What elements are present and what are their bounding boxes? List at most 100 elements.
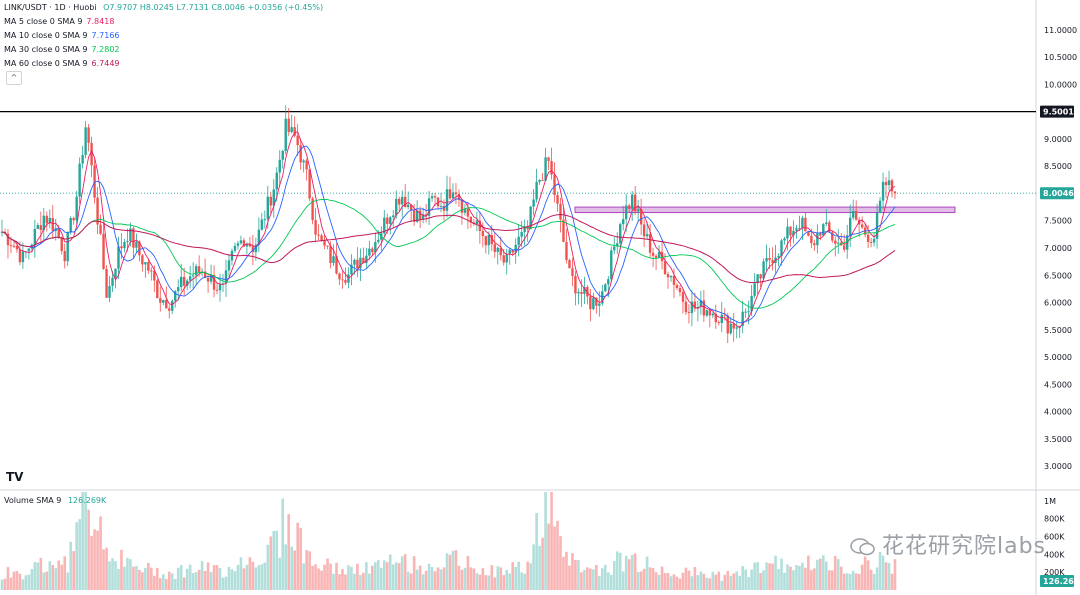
volume-bar — [478, 574, 482, 590]
volume-bar — [123, 566, 126, 590]
candle-body — [221, 283, 225, 285]
candle-body — [368, 248, 371, 256]
volume-bar — [203, 570, 207, 590]
candle-body — [517, 236, 520, 245]
volume-bar — [87, 509, 90, 590]
candle-body — [144, 262, 147, 265]
candle-body — [625, 205, 628, 220]
volume-bar — [565, 551, 568, 590]
volume-bar — [281, 498, 285, 590]
candle-body — [460, 199, 464, 213]
indicator-row[interactable]: MA 30 close 0 SMA 9 7.2802 — [4, 45, 124, 54]
candle-body — [120, 246, 123, 249]
candle-body — [311, 198, 314, 221]
volume-bar — [816, 559, 819, 590]
volume-bar — [344, 574, 347, 590]
candle-body — [36, 225, 40, 229]
candle-body — [804, 217, 807, 232]
volume-bar — [571, 553, 574, 590]
candle-body — [663, 261, 667, 275]
candle-body — [317, 234, 320, 236]
candle-body — [123, 242, 126, 249]
volume-tick-label: 800K — [1044, 515, 1065, 524]
candle-body — [401, 196, 404, 205]
candle-body — [693, 301, 697, 309]
indicator-value: 7.8418 — [86, 17, 115, 26]
volume-bar — [562, 556, 565, 590]
volume-bar — [481, 568, 485, 590]
volume-bar — [254, 567, 258, 590]
volume-bar — [320, 570, 323, 590]
candle-body — [795, 228, 798, 231]
candle-body — [457, 194, 461, 200]
volume-bar — [296, 522, 299, 590]
volume-bar — [606, 572, 610, 590]
volume-bar — [696, 575, 700, 590]
candle-body — [257, 229, 261, 245]
volume-bar — [514, 566, 517, 590]
indicator-row[interactable]: MA 60 close 0 SMA 9 6.7449 — [4, 59, 124, 68]
volume-bar — [636, 571, 640, 590]
volume-bar — [747, 577, 750, 590]
candle-body — [188, 276, 192, 281]
candle-body — [398, 198, 401, 205]
volume-bar — [332, 573, 335, 590]
candle-body — [48, 217, 51, 224]
volume-bar — [380, 567, 383, 590]
candle-body — [523, 226, 526, 232]
volume-bar — [469, 567, 473, 590]
volume-bar — [15, 571, 19, 590]
candle-body — [771, 259, 774, 264]
candle-body — [84, 127, 87, 156]
volume-bar — [311, 565, 314, 590]
candle-body — [520, 231, 523, 237]
volume-bar — [768, 563, 771, 590]
candle-body — [481, 230, 485, 237]
volume-bar — [568, 565, 571, 590]
volume-bar — [493, 577, 497, 590]
volume-bar — [341, 569, 344, 590]
volume-bar — [257, 565, 261, 590]
collapse-indicators-button[interactable]: ^ — [6, 71, 22, 85]
volume-bar — [138, 569, 141, 590]
volume-bar — [179, 565, 183, 590]
volume-bar — [326, 558, 329, 590]
volume-bar — [866, 560, 870, 590]
resistance-badge: 9.5001 — [1043, 108, 1074, 117]
volume-bar — [430, 567, 434, 590]
volume-bar — [406, 571, 410, 590]
volume-bar — [260, 564, 264, 590]
candle-body — [254, 244, 258, 253]
volume-bar — [822, 555, 825, 590]
price-axis[interactable]: 11.000010.500010.00009.50009.00008.50008… — [1044, 26, 1077, 471]
volume-bar — [660, 566, 664, 590]
candle-body — [78, 163, 81, 197]
volume-bar — [129, 559, 132, 590]
volume-bar — [529, 563, 532, 590]
volume-bar — [287, 514, 291, 590]
price-tick-label: 7.0000 — [1044, 244, 1072, 253]
indicator-row[interactable]: MA 5 close 0 SMA 9 7.8418 — [4, 17, 118, 26]
candle-body — [819, 233, 822, 236]
volume-label-text: Volume SMA 9 — [4, 496, 62, 505]
candle-body — [60, 237, 63, 252]
volume-bar — [185, 568, 189, 590]
volume-bar — [863, 556, 867, 590]
candle-body — [454, 192, 458, 195]
candle-body — [245, 243, 249, 247]
symbol-label[interactable]: LINK/USDT · 1D · Huobi — [4, 3, 97, 12]
volume-bar — [60, 564, 64, 590]
volume-bar — [872, 573, 876, 590]
volume-bar — [810, 570, 813, 590]
candle-body — [57, 228, 60, 238]
volume-bar — [371, 565, 374, 590]
candle-body — [544, 157, 547, 181]
volume-bar — [586, 567, 589, 590]
candle-body — [236, 243, 240, 246]
candle-body — [860, 224, 864, 228]
volume-axis: 1M 800K 600K 400K 200K — [1044, 497, 1065, 577]
indicator-row[interactable]: MA 10 close 0 SMA 9 7.7166 — [4, 31, 124, 40]
volume-bar — [224, 576, 228, 590]
volume-bar — [878, 552, 882, 590]
